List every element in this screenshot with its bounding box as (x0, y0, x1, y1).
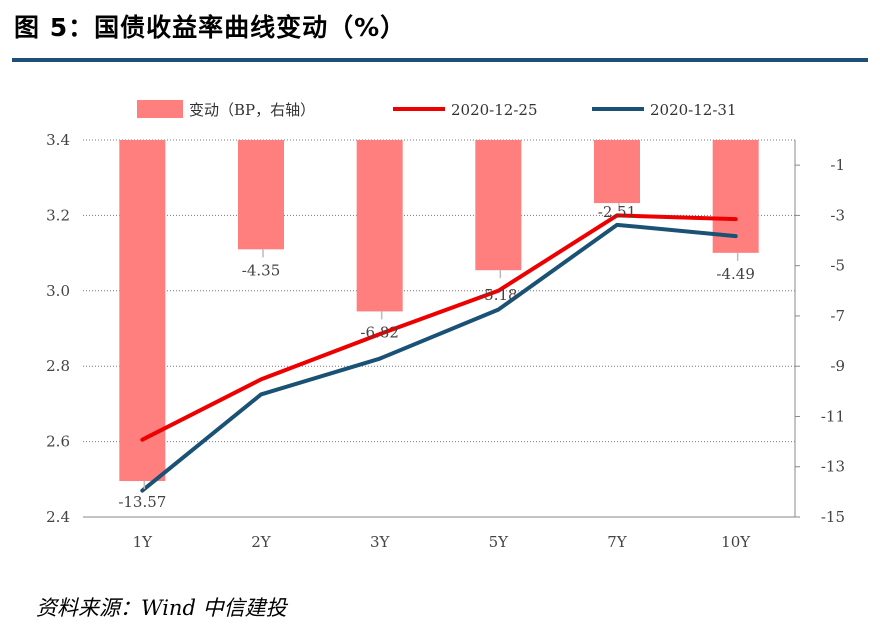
legend-label-1225: 2020-12-25 (451, 101, 537, 119)
left-tick-label: 3.2 (46, 206, 70, 224)
gridlines (83, 139, 795, 518)
bar-data-label: -4.35 (242, 261, 280, 279)
x-tick-label: 10Y (721, 533, 751, 551)
data-labels: -13.57 -4.35 -6.82 -5.18 -2.51 -4.49 (118, 203, 755, 511)
right-tick-label: -3 (830, 206, 845, 224)
right-tick-label: -11 (821, 407, 845, 425)
right-tick-label: -1 (830, 156, 845, 174)
series-line-2020-12-25 (140, 213, 738, 442)
axes: 3.4 3.2 3.0 2.8 2.6 2.4 -1 -3 -5 -7 -9 -11 -13 -15 1Y 2… (46, 131, 845, 551)
right-tick-label: -9 (830, 357, 845, 375)
yield-lines (140, 213, 738, 493)
bar (475, 140, 522, 271)
left-tick-label: 2.6 (46, 433, 70, 451)
legend-swatch-bars (137, 100, 183, 118)
bar (594, 140, 640, 204)
bar-data-label: -5.18 (479, 286, 517, 304)
bar-data-label: -4.49 (716, 265, 754, 283)
bar-data-label: -13.57 (118, 493, 166, 511)
x-tick-label: 2Y (251, 533, 272, 551)
page-title: 图 5：国债收益率曲线变动（%） (14, 13, 407, 42)
legend-label-1231: 2020-12-31 (650, 101, 736, 119)
bar (356, 140, 403, 312)
left-tick-label: 2.4 (46, 508, 70, 526)
series-line-2020-12-31 (140, 222, 738, 493)
x-tick-label: 5Y (489, 533, 510, 551)
bar (119, 140, 166, 482)
bar-data-label: -2.51 (598, 203, 636, 221)
x-tick-label: 3Y (370, 533, 391, 551)
title-divider (12, 58, 868, 62)
x-tick-label: 1Y (133, 533, 154, 551)
bar (238, 140, 284, 250)
left-tick-label: 3.4 (46, 131, 70, 149)
left-tick-label: 3.0 (46, 282, 70, 300)
source-note: 资料来源：Wind 中信建投 (36, 596, 287, 620)
right-tick-label: -7 (830, 307, 845, 325)
right-tick-label: -15 (821, 508, 845, 526)
right-tick-label: -5 (830, 257, 845, 275)
legend-label-bars: 变动（BP，右轴） (189, 101, 315, 119)
left-tick-label: 2.8 (46, 357, 70, 375)
bar-data-label: -6.82 (360, 323, 398, 341)
right-tick-label: -13 (821, 458, 845, 476)
legend: 变动（BP，右轴） 2020-12-25 2020-12-31 (137, 100, 736, 119)
change-bars (119, 140, 759, 482)
x-tick-label: 7Y (607, 533, 628, 551)
